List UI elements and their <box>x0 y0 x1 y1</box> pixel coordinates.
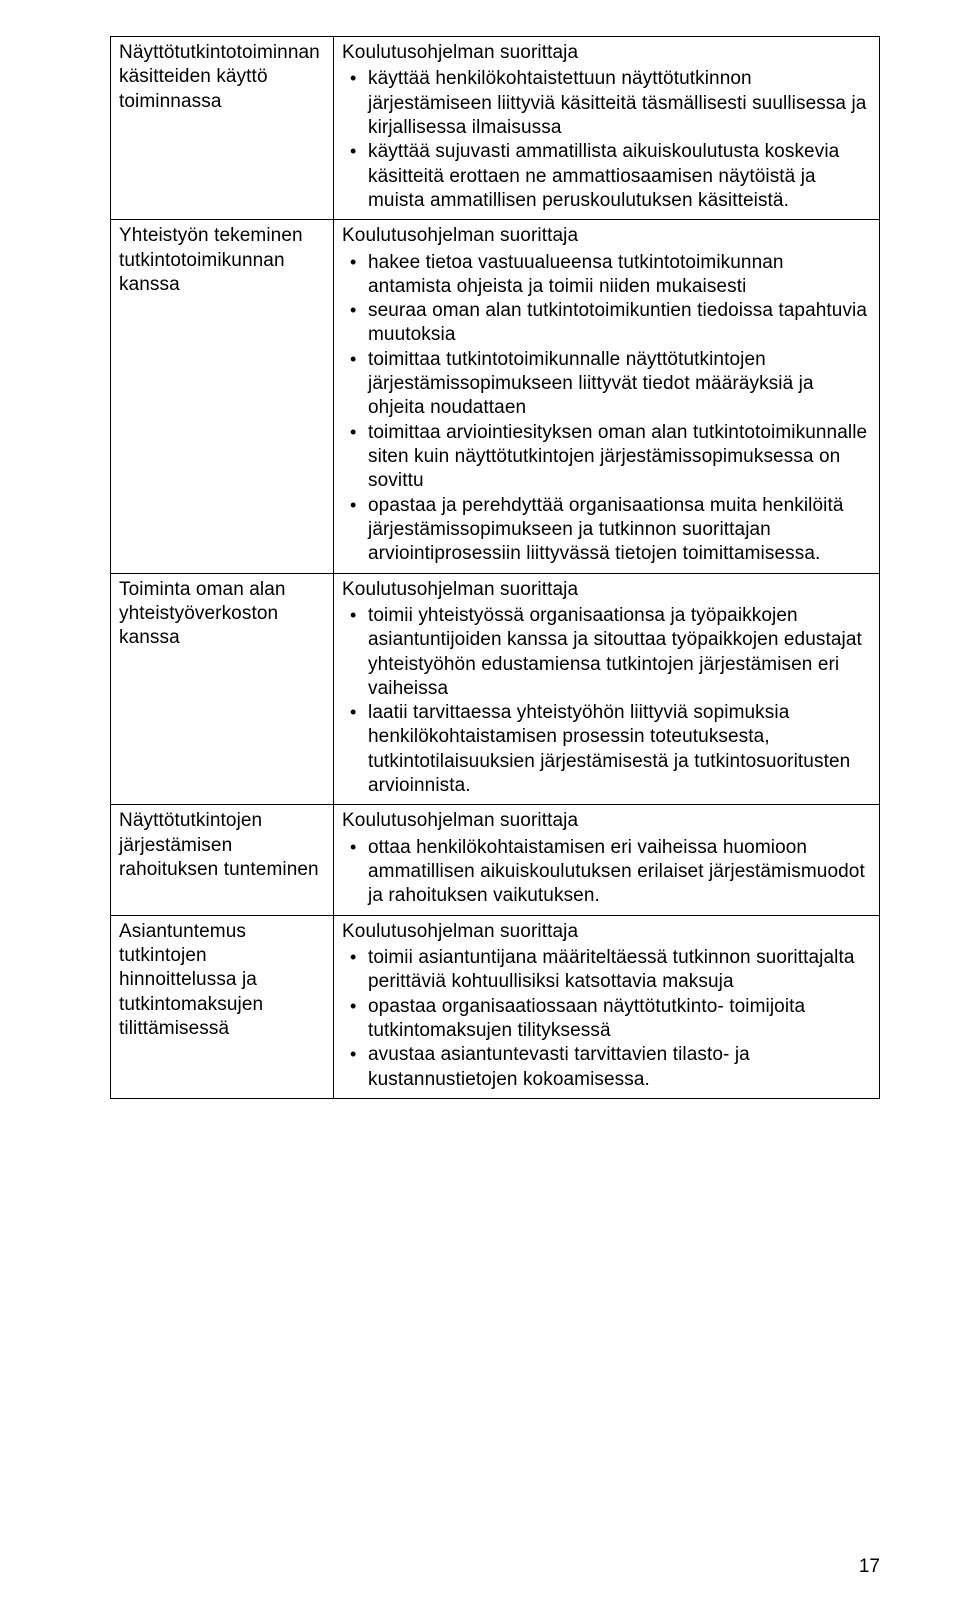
criteria-item: toimii yhteistyössä organisaationsa ja t… <box>342 604 871 701</box>
row-criteria: Koulutusohjelman suorittaja hakee tietoa … <box>334 220 880 573</box>
criteria-item: hakee tietoa vastuualueensa tutkintotoim… <box>342 251 871 300</box>
criteria-item: toimittaa tutkintotoimikunnalle näyttötu… <box>342 348 871 421</box>
criteria-item: seuraa oman alan tutkintotoimikuntien ti… <box>342 299 871 348</box>
criteria-table: Näyttötutkintotoiminnan käsitteiden käyt… <box>110 36 880 1099</box>
table-row: Näyttötutkintotoiminnan käsitteiden käyt… <box>111 37 880 220</box>
criteria-item: toimittaa arviointiesityksen oman alan t… <box>342 421 871 494</box>
criteria-item: käyttää sujuvasti ammatillista aikuiskou… <box>342 140 871 213</box>
criteria-list: ottaa henkilökohtaistamisen eri vaiheiss… <box>342 836 871 909</box>
criteria-item: opastaa organisaatiossaan näyttötutkinto… <box>342 995 871 1044</box>
criteria-list: hakee tietoa vastuualueensa tutkintotoim… <box>342 251 871 567</box>
table-row: Toiminta oman alan yhteistyöverkoston ka… <box>111 573 880 805</box>
page: Näyttötutkintotoiminnan käsitteiden käyt… <box>0 0 960 1600</box>
table-body: Näyttötutkintotoiminnan käsitteiden käyt… <box>111 37 880 1099</box>
criteria-list: toimii yhteistyössä organisaationsa ja t… <box>342 604 871 799</box>
criteria-intro: Koulutusohjelman suorittaja <box>342 41 871 65</box>
row-criteria: Koulutusohjelman suorittajakäyttää henki… <box>334 37 880 220</box>
criteria-intro: Koulutusohjelman suorittaja <box>342 224 871 248</box>
criteria-item: laatii tarvittaessa yhteistyöhön liittyv… <box>342 701 871 798</box>
table-row: Yhteistyön tekeminen tutkintotoimikunnan… <box>111 220 880 573</box>
row-topic: Näyttötutkintojen järjestämisen rahoituk… <box>111 805 334 915</box>
criteria-item: avustaa asiantuntevasti tarvittavien til… <box>342 1043 871 1092</box>
table-row: Asiantuntemus tutkintojen hinnoittelussa… <box>111 915 880 1098</box>
row-criteria: Koulutusohjelman suorittajatoimii asiant… <box>334 915 880 1098</box>
criteria-intro: Koulutusohjelman suorittaja <box>342 578 871 602</box>
criteria-item: käyttää henkilökohtaistettuun näyttötutk… <box>342 67 871 140</box>
criteria-intro: Koulutusohjelman suorittaja <box>342 809 871 833</box>
criteria-list: toimii asiantuntijana määriteltäessä tut… <box>342 946 871 1092</box>
row-topic: Asiantuntemus tutkintojen hinnoittelussa… <box>111 915 334 1098</box>
criteria-item: opastaa ja perehdyttää organisaationsa m… <box>342 494 871 567</box>
criteria-item: ottaa henkilökohtaistamisen eri vaiheiss… <box>342 836 871 909</box>
table-row: Näyttötutkintojen järjestämisen rahoituk… <box>111 805 880 915</box>
page-number: 17 <box>859 1556 880 1578</box>
row-criteria: Koulutusohjelman suorittajatoimii yhteis… <box>334 573 880 805</box>
criteria-item: toimii asiantuntijana määriteltäessä tut… <box>342 946 871 995</box>
row-criteria: Koulutusohjelman suorittaja ottaa henkilö… <box>334 805 880 915</box>
row-topic: Yhteistyön tekeminen tutkintotoimikunnan… <box>111 220 334 573</box>
criteria-list: käyttää henkilökohtaistettuun näyttötutk… <box>342 67 871 213</box>
criteria-intro: Koulutusohjelman suorittaja <box>342 920 871 944</box>
row-topic: Näyttötutkintotoiminnan käsitteiden käyt… <box>111 37 334 220</box>
row-topic: Toiminta oman alan yhteistyöverkoston ka… <box>111 573 334 805</box>
